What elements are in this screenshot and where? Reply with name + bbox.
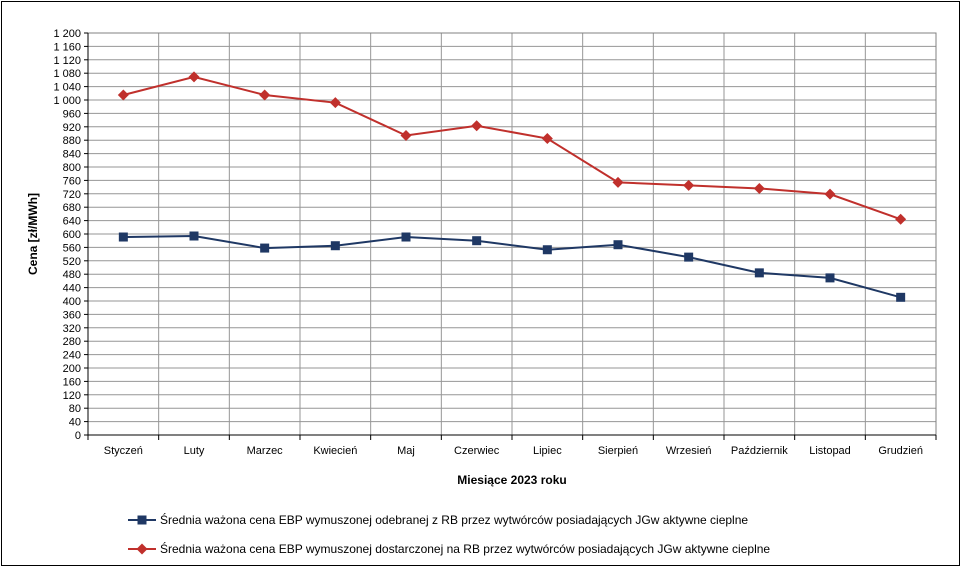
y-tick-label: 160 (63, 376, 81, 388)
legend-item: Średnia ważona cena EBP wymuszonej odebr… (128, 512, 748, 527)
data-point (188, 71, 200, 83)
data-point (117, 89, 129, 101)
x-tick-label: Wrzesień (666, 445, 712, 457)
y-tick-label: 1 040 (53, 82, 81, 94)
y-tick-label: 840 (63, 149, 81, 161)
data-point (541, 133, 553, 145)
y-tick-label: 280 (63, 336, 81, 348)
y-tick-label: 600 (63, 229, 81, 241)
y-tick-label: 240 (63, 350, 81, 362)
x-tick-label: Maj (397, 445, 415, 457)
legend-label: Średnia ważona cena EBP wymuszonej dosta… (160, 541, 770, 556)
y-tick-label: 440 (63, 283, 81, 295)
y-tick-label: 880 (63, 135, 81, 147)
data-point (189, 231, 199, 241)
series-1 (118, 231, 906, 302)
x-tick-label: Kwiecień (313, 445, 357, 457)
data-point (612, 176, 624, 188)
data-point (136, 543, 148, 555)
series-line (123, 235, 901, 299)
y-tick-label: 680 (63, 202, 81, 214)
grid (88, 32, 936, 436)
x-tick-label: Grudzień (878, 445, 923, 457)
y-tick-label: 760 (63, 175, 81, 187)
data-point (754, 268, 764, 278)
series-layer (117, 71, 907, 302)
data-point (401, 232, 411, 242)
data-point (684, 252, 694, 262)
data-point (471, 120, 483, 132)
y-tick-label: 920 (63, 122, 81, 134)
data-point (824, 188, 836, 200)
x-tick-label: Luty (184, 445, 205, 457)
data-point (896, 292, 906, 302)
legend: Średnia ważona cena EBP wymuszonej odebr… (128, 512, 770, 556)
series-line (123, 75, 902, 221)
y-tick-label: 720 (63, 189, 81, 201)
x-tick-label: Październik (731, 445, 788, 457)
data-point (613, 240, 623, 250)
x-axis-ticks: Styczeń Luty Marzec Kwiecień Maj Czerwiec Lipi… (87, 434, 937, 457)
data-point (118, 232, 128, 242)
y-tick-label: 1 000 (53, 95, 81, 107)
data-point (683, 179, 695, 191)
data-point (753, 182, 765, 194)
y-tick-label: 960 (63, 108, 81, 120)
data-point (542, 245, 552, 255)
x-axis-title: Miesiące 2023 roku (457, 473, 566, 487)
y-tick-label: 40 (69, 417, 81, 429)
x-tick-label: Styczeń (104, 445, 143, 457)
y-tick-label: 400 (63, 296, 81, 308)
y-tick-label: 560 (63, 242, 81, 254)
data-point (260, 243, 270, 253)
y-tick-label: 1 200 (53, 28, 81, 40)
data-point (259, 89, 271, 101)
legend-label: Średnia ważona cena EBP wymuszonej odebr… (160, 512, 748, 527)
y-tick-label: 1 080 (53, 68, 81, 80)
y-axis-title: Cena [zł/MWh] (26, 193, 40, 275)
y-tick-label: 520 (63, 256, 81, 268)
x-tick-label: Lipiec (533, 445, 562, 457)
data-point (472, 236, 482, 246)
data-point (330, 241, 340, 251)
x-tick-label: Sierpień (598, 445, 638, 457)
y-tick-label: 120 (63, 390, 81, 402)
x-tick-label: Czerwiec (454, 445, 500, 457)
y-tick-label: 0 (75, 430, 81, 442)
x-tick-label: Marzec (247, 445, 284, 457)
y-tick-label: 320 (63, 323, 81, 335)
y-tick-label: 200 (63, 363, 81, 375)
legend-item: Średnia ważona cena EBP wymuszonej dosta… (128, 541, 770, 556)
y-tick-label: 1 120 (53, 55, 81, 67)
series-2 (117, 71, 907, 225)
data-point (895, 213, 907, 225)
y-tick-label: 480 (63, 269, 81, 281)
data-point (329, 97, 341, 109)
data-point (825, 273, 835, 283)
y-tick-label: 640 (63, 216, 81, 228)
data-point (137, 515, 147, 525)
y-tick-label: 1 160 (53, 41, 81, 53)
y-tick-label: 800 (63, 162, 81, 174)
y-tick-label: 360 (63, 309, 81, 321)
data-point (400, 130, 412, 142)
y-tick-label: 80 (69, 403, 81, 415)
x-tick-label: Listopad (809, 445, 851, 457)
